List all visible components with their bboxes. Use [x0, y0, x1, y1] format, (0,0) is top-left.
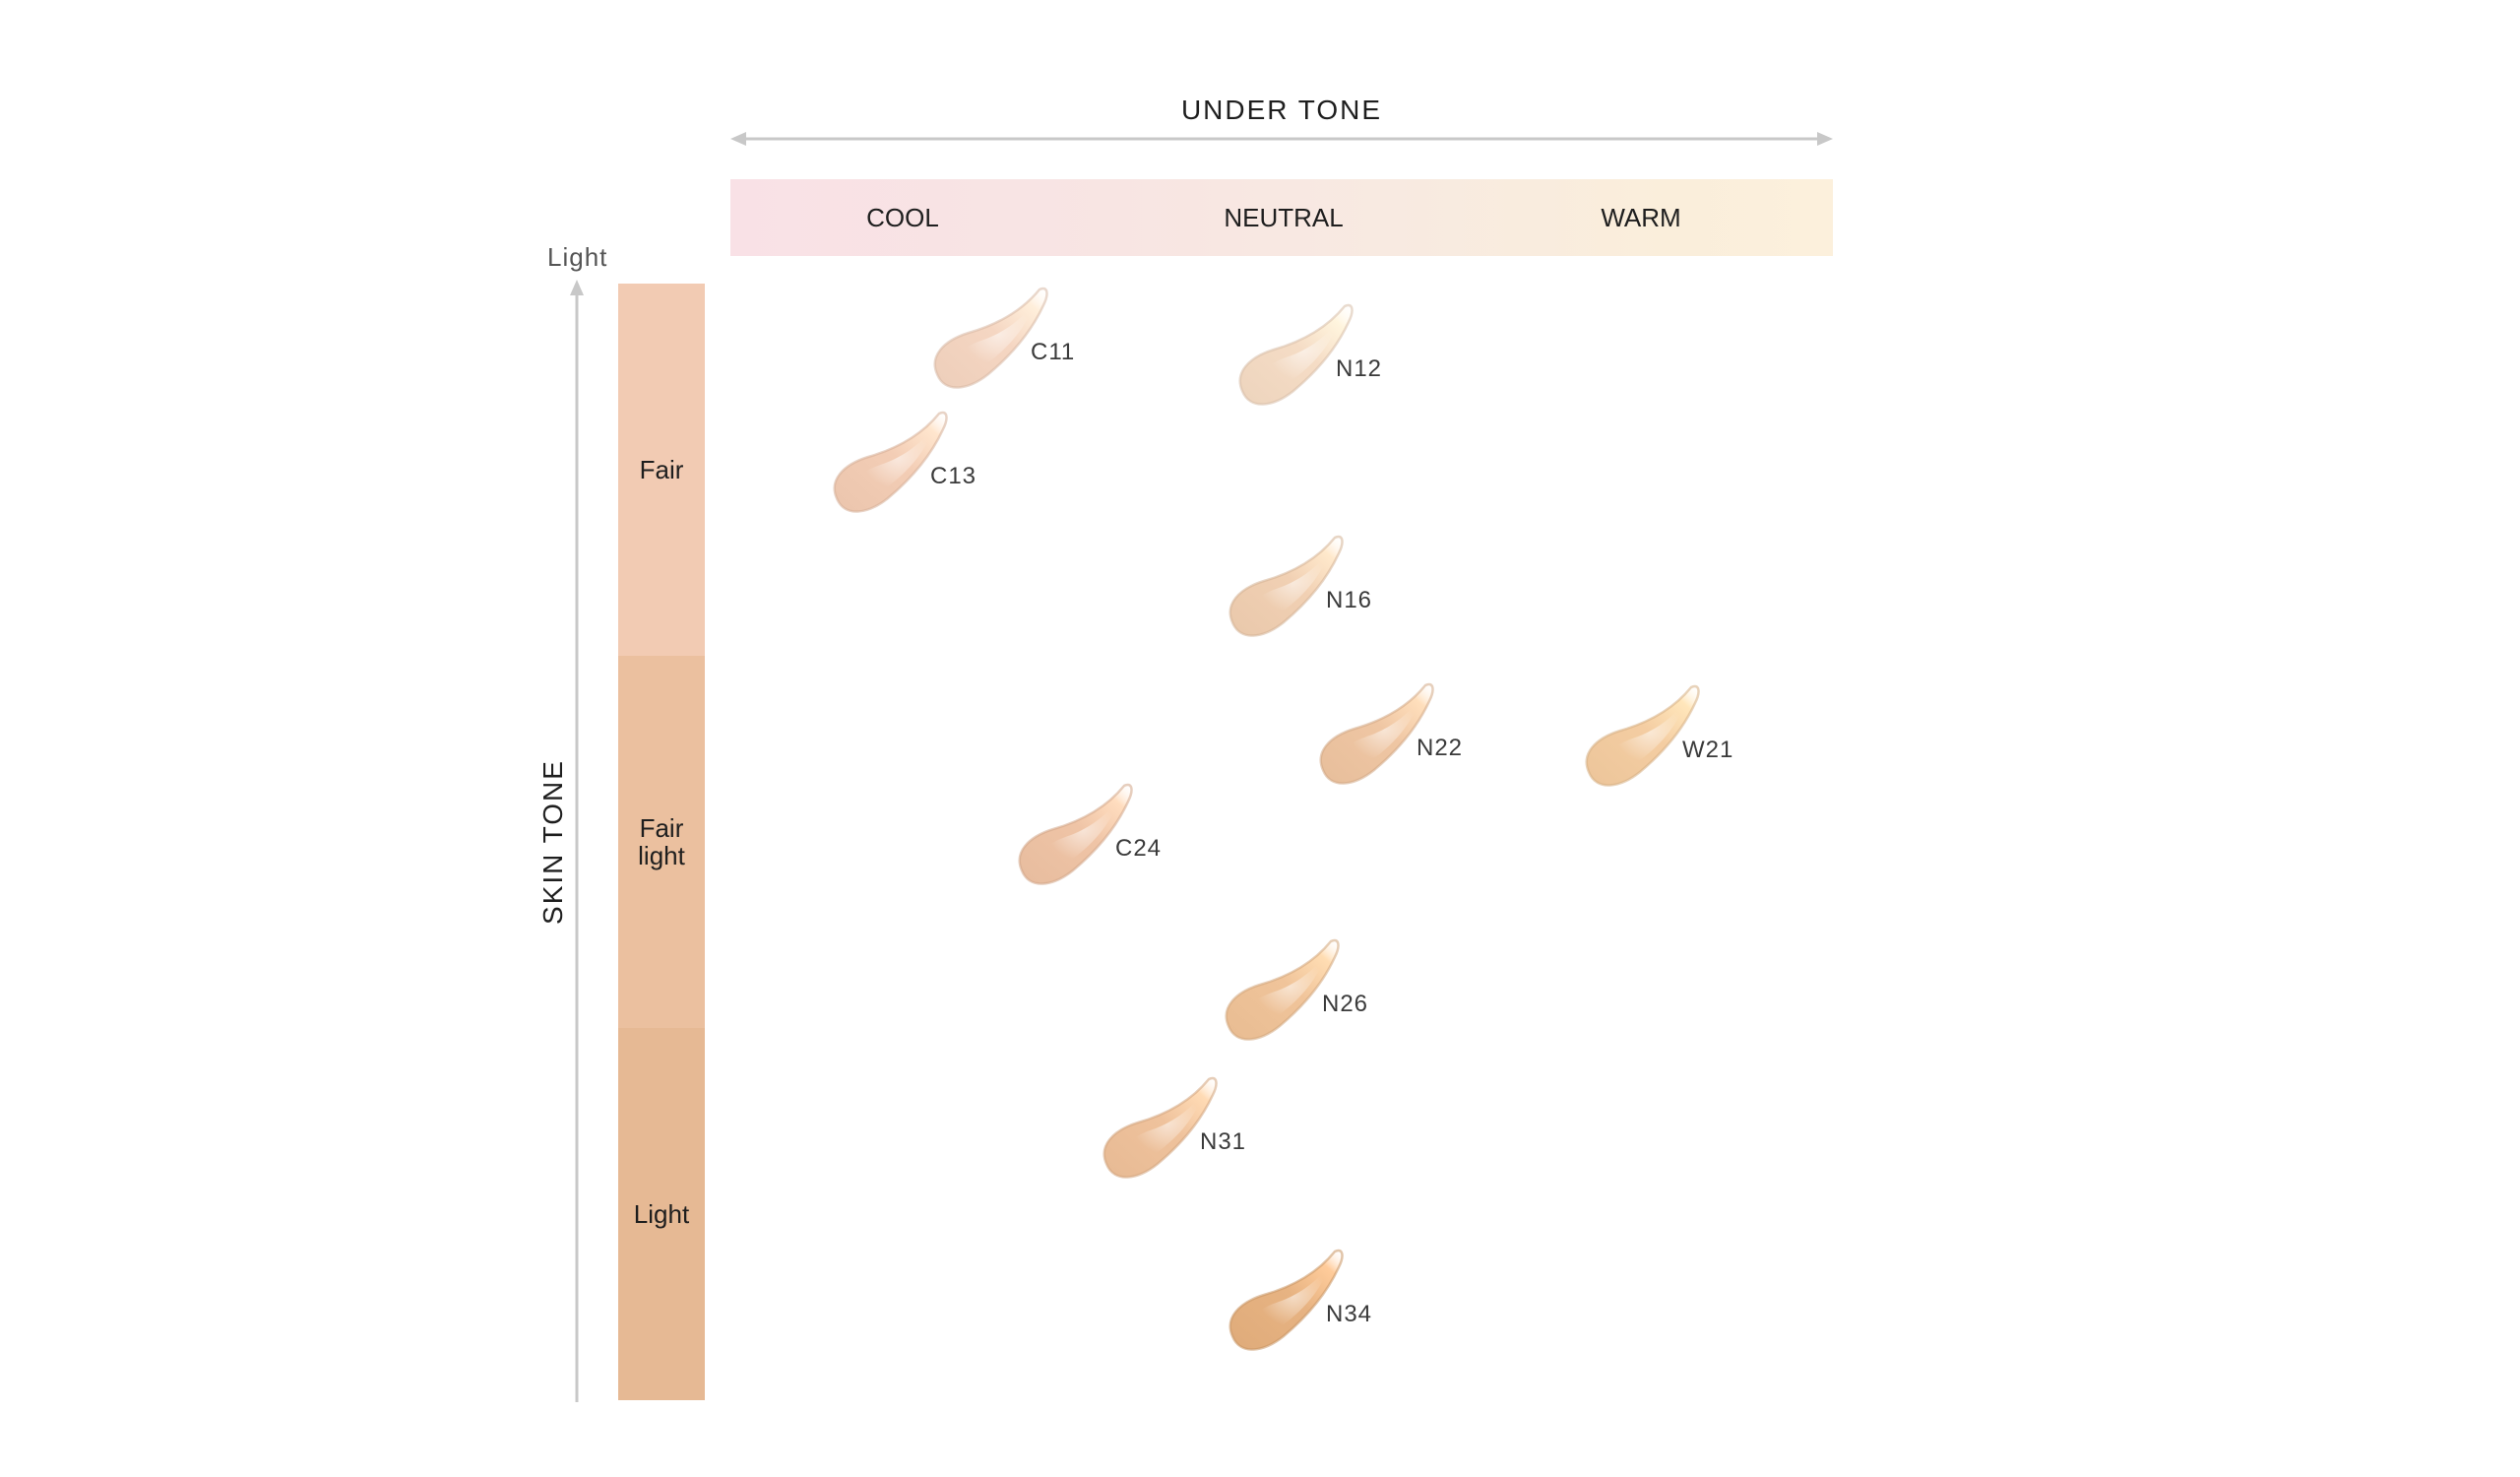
swatch-n31 — [1102, 1076, 1218, 1179]
skin-tone-title: SKIN TONE — [537, 759, 568, 925]
swatch-c13-label: C13 — [930, 463, 977, 489]
swatch-c24-label: C24 — [1115, 835, 1163, 862]
swatch-c11 — [933, 287, 1048, 389]
under-tone-title: UNDER TONE — [1180, 95, 1383, 125]
swatch-n12-label: N12 — [1336, 355, 1383, 382]
swatch-c13 — [833, 411, 948, 513]
band-fair-label: Fair — [639, 455, 684, 484]
swatch-c11-label: C11 — [1031, 339, 1076, 365]
swatch-n16 — [1228, 535, 1344, 637]
swatch-w21 — [1585, 684, 1700, 787]
band-fair-light-label: Fair light — [638, 813, 685, 870]
skin-tone-top-label: Light — [547, 242, 608, 272]
swatch-n26 — [1225, 938, 1340, 1041]
swatch-w21-label: W21 — [1682, 737, 1734, 763]
band-fair: Fair — [618, 284, 705, 656]
swatch-n16-label: N16 — [1326, 587, 1373, 613]
skin-tone-arrow-icon — [570, 280, 584, 1402]
band-light-label: Light — [633, 1199, 690, 1229]
band-fair-light: Fair light — [618, 656, 705, 1028]
swatch-n12 — [1238, 303, 1354, 406]
swatch-n31-label: N31 — [1200, 1128, 1247, 1155]
swatch-n22-label: N22 — [1417, 735, 1464, 761]
swatch-n34-label: N34 — [1326, 1301, 1373, 1327]
swatch-n22 — [1319, 682, 1434, 785]
under-tone-double-arrow-icon — [730, 132, 1833, 146]
column-cool-label: COOL — [866, 203, 939, 232]
column-neutral-label: NEUTRAL — [1224, 203, 1344, 232]
swatch-n34 — [1228, 1249, 1344, 1351]
under-tone-gradient-bar: COOL NEUTRAL WARM — [730, 179, 1833, 256]
band-light: Light — [618, 1028, 705, 1400]
swatch-c24 — [1018, 783, 1133, 885]
column-warm-label: WARM — [1601, 203, 1681, 232]
swatch-n26-label: N26 — [1322, 991, 1369, 1017]
